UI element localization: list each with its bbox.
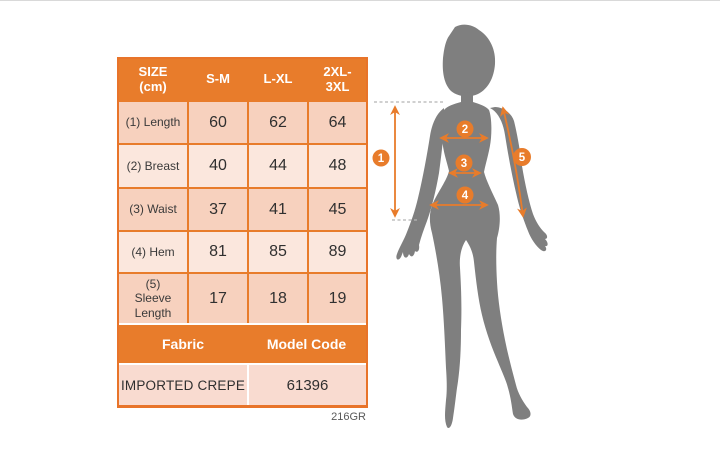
row-label-hem: (4) Hem [119, 232, 187, 272]
column-header-l-xl: L-XL [249, 59, 307, 100]
marker-1-badge [372, 149, 390, 167]
marker-4-digit: 4 [462, 190, 469, 202]
value-sleeve-s-m: 17 [189, 274, 247, 323]
model-code-value: 61396 [249, 365, 366, 405]
value-waist-s-m: 37 [189, 189, 247, 230]
fabric-header: Fabric [161, 336, 204, 352]
value-hem-l-xl: 85 [249, 232, 307, 272]
size-chart-grid: SIZE (cm) S-M L-XL 2XL-3XL (1) Length 60… [119, 59, 366, 323]
column-header-2xl-3xl: 2XL-3XL [309, 59, 366, 100]
value-length-s-m: 60 [189, 102, 247, 143]
sleeve-arrow-5 [500, 106, 527, 218]
value-length-l-xl: 62 [249, 102, 307, 143]
page-top-hairline [0, 0, 720, 1]
value-hem-2xl-3xl: 89 [309, 232, 366, 272]
value-sleeve-l-xl: 18 [249, 274, 307, 323]
value-waist-2xl-3xl: 45 [309, 189, 366, 230]
model-code-header: Model Code [266, 336, 347, 352]
info-header-band: Fabric Model Code [119, 325, 366, 363]
column-header-s-m: S-M [189, 59, 247, 100]
value-breast-s-m: 40 [189, 145, 247, 187]
row-label-sleeve-length: (5) Sleeve Length [119, 274, 187, 323]
value-waist-l-xl: 41 [249, 189, 307, 230]
marker-4-badge [456, 186, 474, 204]
marker-2-digit: 2 [462, 124, 468, 136]
value-length-2xl-3xl: 64 [309, 102, 366, 143]
dashed-guide-lines [374, 101, 444, 221]
value-hem-s-m: 81 [189, 232, 247, 272]
body-silhouette [396, 24, 548, 428]
marker-5-digit: 5 [519, 152, 526, 164]
marker-badges: 1 2 3 4 5 [372, 120, 531, 204]
value-breast-2xl-3xl: 48 [309, 145, 366, 187]
value-sleeve-2xl-3xl: 19 [309, 274, 366, 323]
row-label-waist: (3) Waist [119, 189, 187, 230]
left-arm-silhouette [396, 108, 444, 260]
measurement-figure: 1 2 3 4 5 [372, 24, 548, 428]
product-code-text: 216GR [331, 411, 366, 423]
size-chart-table: SIZE (cm) S-M L-XL 2XL-3XL (1) Length 60… [117, 57, 368, 408]
row-label-length: (1) Length [119, 102, 187, 143]
fabric-value: IMPORTED CREPE [119, 365, 247, 405]
row-label-breast: (2) Breast [119, 145, 187, 187]
marker-2-badge [456, 120, 474, 138]
marker-5-badge [513, 148, 531, 166]
marker-3-badge [455, 154, 473, 172]
marker-1-digit: 1 [378, 153, 385, 165]
column-header-size: SIZE (cm) [119, 59, 187, 100]
head-silhouette [442, 24, 496, 97]
marker-3-digit: 3 [461, 158, 467, 170]
value-breast-l-xl: 44 [249, 145, 307, 187]
info-value-row: IMPORTED CREPE 61396 [119, 365, 366, 405]
measurement-arrows [390, 105, 527, 218]
